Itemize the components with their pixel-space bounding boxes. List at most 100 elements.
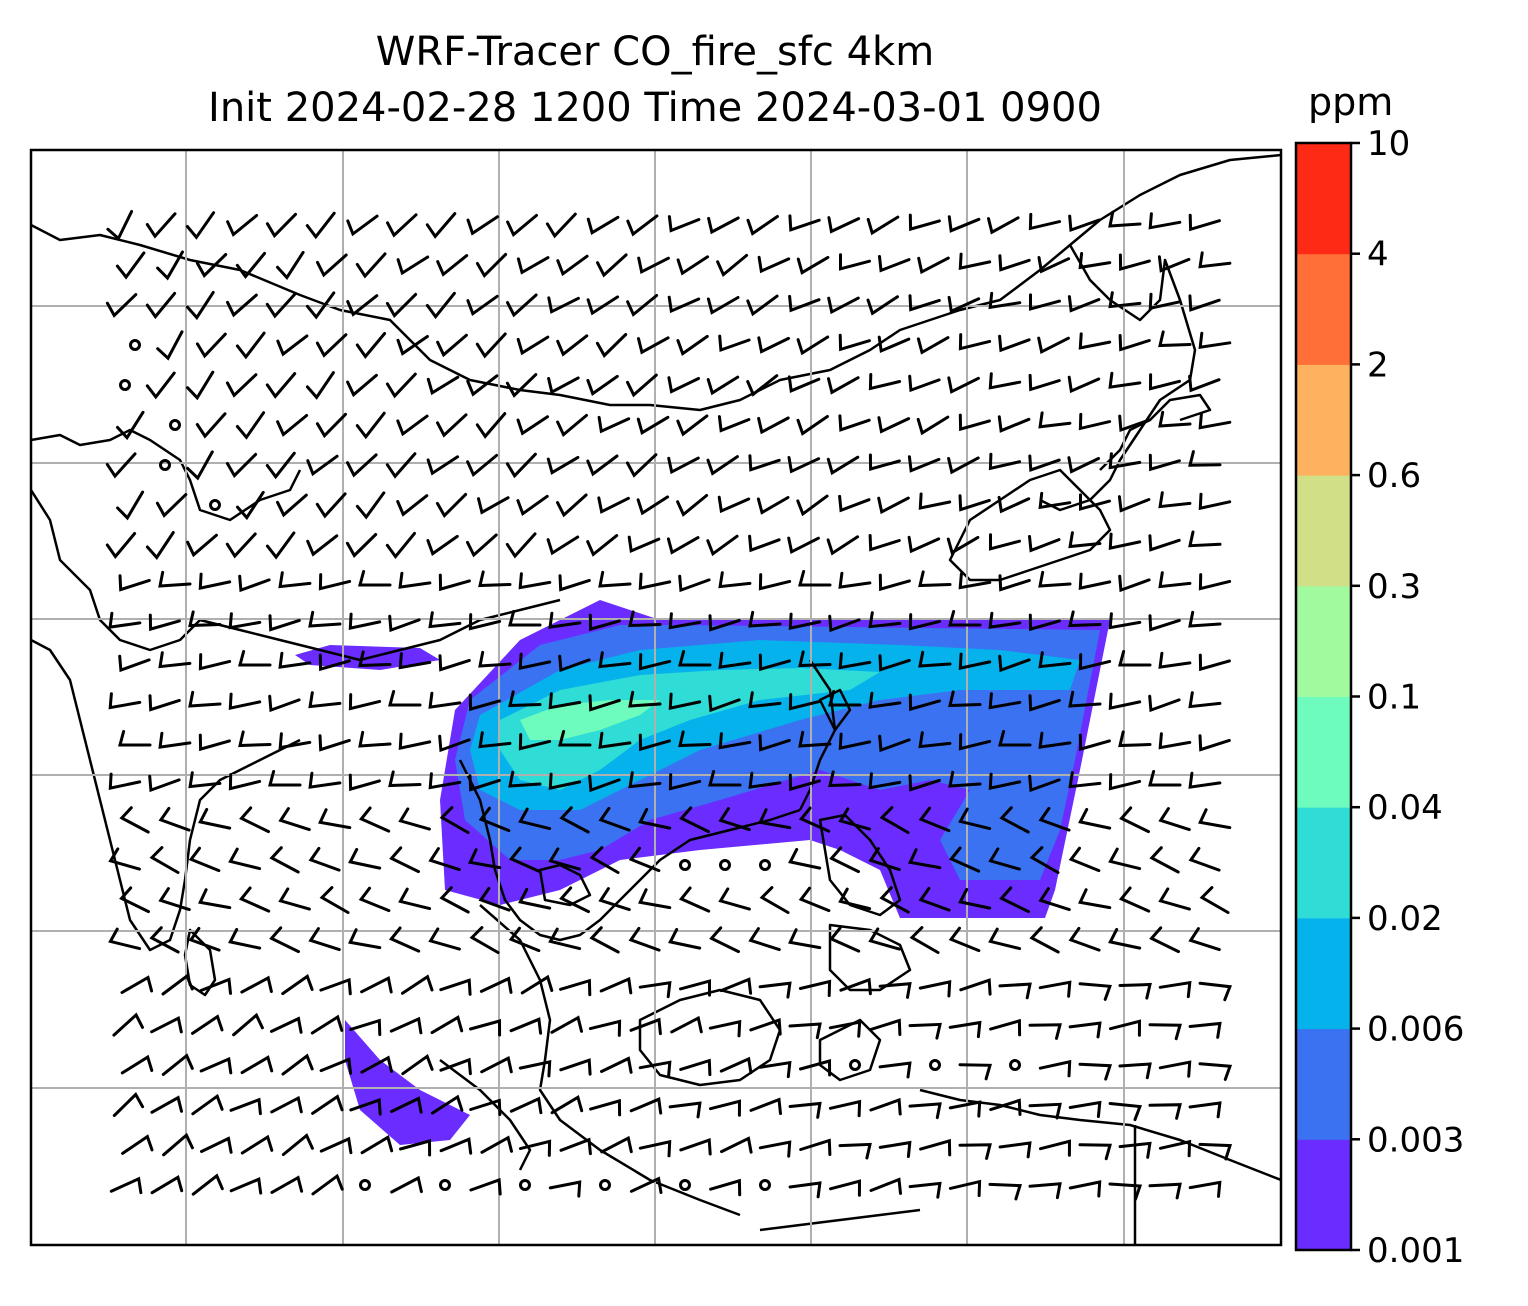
wind-barb bbox=[638, 1139, 672, 1158]
wind-barb bbox=[308, 691, 342, 709]
wind-barb bbox=[118, 730, 152, 747]
wind-barb bbox=[308, 610, 342, 628]
wind-barb bbox=[948, 926, 981, 953]
wind-barb bbox=[1078, 1143, 1112, 1161]
wind-barb bbox=[1118, 650, 1152, 667]
map-panel bbox=[31, 150, 1281, 1245]
wind-barb bbox=[998, 654, 1031, 673]
wind-barb bbox=[709, 1099, 742, 1117]
wind-barb bbox=[827, 216, 861, 234]
wind-barb bbox=[908, 374, 941, 393]
wind-barb bbox=[145, 371, 176, 400]
wind-barb bbox=[118, 574, 151, 592]
calm-wind-circle bbox=[679, 859, 691, 871]
wind-barb bbox=[959, 978, 992, 996]
wind-barb bbox=[278, 807, 311, 832]
wind-barb bbox=[270, 1016, 303, 1034]
wind-barb bbox=[546, 455, 580, 475]
wind-barb bbox=[556, 334, 589, 357]
wind-barb bbox=[638, 807, 672, 830]
wind-barb bbox=[788, 773, 821, 792]
wind-barb bbox=[1188, 927, 1221, 952]
wind-barb bbox=[1118, 334, 1151, 352]
wind-barb bbox=[1158, 807, 1191, 832]
wind-barb bbox=[638, 888, 672, 910]
wind-barb bbox=[1118, 730, 1152, 748]
colorbar-tick-label: 2 bbox=[1367, 345, 1389, 385]
wind-barb bbox=[1028, 613, 1061, 632]
wind-barb bbox=[988, 372, 1022, 390]
map-title-line1: WRF-Tracer CO_fire_sfc 4km bbox=[375, 29, 935, 75]
wind-barb bbox=[597, 415, 631, 434]
wind-barb bbox=[430, 1094, 464, 1115]
wind-barb bbox=[788, 1101, 822, 1119]
wind-barb bbox=[666, 536, 700, 555]
map-frame bbox=[29, 148, 1283, 1247]
wind-barb bbox=[918, 650, 952, 668]
wind-barb bbox=[548, 772, 582, 790]
wind-barb bbox=[757, 416, 790, 435]
wind-barb bbox=[546, 535, 580, 556]
wind-barb bbox=[265, 292, 297, 319]
wind-barb bbox=[558, 654, 591, 673]
wind-barb bbox=[238, 730, 272, 748]
wind-barb bbox=[1078, 982, 1112, 1001]
wind-barb bbox=[475, 332, 507, 359]
wind-barb bbox=[505, 532, 537, 559]
wind-barb bbox=[748, 927, 781, 952]
wind-barb bbox=[1148, 212, 1182, 230]
wind-barb bbox=[828, 926, 861, 953]
wind-barb bbox=[718, 334, 751, 353]
wind-barb bbox=[988, 291, 1022, 310]
wind-barb bbox=[868, 772, 902, 790]
wind-barb bbox=[667, 295, 701, 314]
wind-barb bbox=[878, 1140, 912, 1158]
wind-barb bbox=[668, 927, 702, 950]
colorbar-segment bbox=[1296, 917, 1351, 1030]
colorbar-tick-label: 0.3 bbox=[1367, 567, 1421, 607]
wind-barb bbox=[268, 694, 301, 713]
wind-barb bbox=[428, 691, 462, 709]
wind-barb bbox=[667, 215, 701, 233]
wind-barb bbox=[466, 453, 499, 478]
wind-barb bbox=[270, 1095, 303, 1114]
wind-barb bbox=[396, 494, 429, 517]
wind-barb bbox=[676, 334, 709, 356]
wind-barb bbox=[868, 373, 902, 391]
wind-barb bbox=[360, 975, 393, 994]
wind-barb bbox=[358, 886, 391, 913]
wind-barb bbox=[748, 534, 781, 553]
wind-barb bbox=[749, 1097, 782, 1115]
wind-barb bbox=[401, 974, 434, 995]
wind-barb bbox=[278, 571, 312, 589]
wind-barb bbox=[670, 1015, 703, 1034]
wind-barb bbox=[908, 693, 941, 712]
wind-barb bbox=[1039, 1139, 1072, 1157]
calm-wind-circle bbox=[849, 1059, 861, 1071]
wind-barb bbox=[348, 612, 382, 630]
wind-barb bbox=[1198, 412, 1232, 430]
wind-barb bbox=[518, 1139, 552, 1157]
wind-barb bbox=[198, 807, 232, 830]
wind-barb bbox=[948, 846, 981, 873]
wind-barb bbox=[716, 253, 749, 278]
wind-barb bbox=[559, 806, 590, 834]
wind-barb bbox=[148, 694, 181, 712]
wind-barb bbox=[516, 256, 550, 275]
wind-barb bbox=[586, 215, 620, 235]
wind-barb bbox=[1158, 330, 1192, 348]
wind-barb bbox=[436, 333, 468, 358]
wind-barb bbox=[428, 847, 461, 872]
wind-barb bbox=[589, 926, 620, 954]
wind-barb bbox=[589, 1098, 622, 1117]
wind-barb bbox=[629, 1176, 663, 1194]
wind-barb bbox=[195, 412, 227, 439]
wind-barb bbox=[758, 653, 791, 672]
wind-barb bbox=[1028, 212, 1062, 231]
wind-barb bbox=[198, 733, 231, 752]
wind-barb bbox=[907, 535, 941, 554]
colorbar-tick-label: 0.02 bbox=[1367, 899, 1443, 939]
wind-barb bbox=[600, 1056, 633, 1074]
wind-barb bbox=[477, 496, 510, 515]
wind-barb bbox=[278, 732, 312, 750]
